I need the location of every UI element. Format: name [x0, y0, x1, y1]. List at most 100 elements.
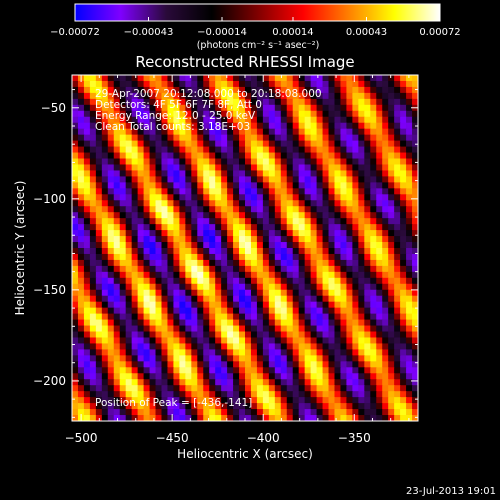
heatmap-cell [197, 80, 204, 88]
heatmap-cell [268, 80, 276, 88]
heatmap-cell [215, 230, 222, 237]
heatmap-cell [364, 164, 371, 172]
heatmap-cell [77, 361, 85, 368]
heatmap-cell [137, 170, 145, 178]
heatmap-cell [203, 295, 210, 303]
heatmap-cell [143, 200, 151, 207]
heatmap-cell [412, 271, 418, 279]
heatmap-cell [95, 242, 103, 249]
heatmap-cell [280, 152, 288, 160]
heatmap-cell [370, 397, 377, 404]
heatmap-cell [286, 265, 294, 273]
heatmap-cell [376, 307, 383, 315]
heatmap-cell [89, 325, 97, 333]
heatmap-cell [262, 218, 270, 225]
heatmap-cell [268, 319, 276, 327]
heatmap-cell [131, 98, 139, 106]
heatmap-cell [77, 80, 85, 88]
heatmap-cell [322, 409, 330, 416]
heatmap-cell [215, 265, 222, 273]
heatmap-cell [262, 349, 270, 356]
heatmap-cell [185, 277, 192, 285]
heatmap-cell [113, 289, 121, 297]
heatmap-cell [143, 319, 151, 327]
heatmap-cell [352, 248, 359, 255]
heatmap-cell [370, 152, 377, 160]
heatmap-cell [334, 212, 342, 219]
heatmap-cell [286, 182, 294, 189]
heatmap-cell [143, 355, 151, 362]
heatmap-cell [89, 259, 97, 267]
heatmap-cell [113, 206, 121, 213]
heatmap-cell [191, 170, 198, 178]
heatmap-cell [125, 313, 133, 321]
heatmap-cell [245, 128, 252, 136]
heatmap-cell [334, 397, 342, 404]
heatmap-cell [227, 253, 234, 261]
heatmap-cell [131, 253, 139, 261]
heatmap-cell [179, 379, 186, 386]
heatmap-cell [72, 176, 79, 183]
heatmap-cell [101, 206, 109, 213]
heatmap-cell [292, 325, 300, 333]
heatmap-cell [245, 325, 252, 333]
heatmap-cell [412, 80, 418, 88]
heatmap-cell [256, 361, 264, 368]
heatmap-cell [280, 218, 288, 225]
heatmap-cell [412, 331, 418, 339]
heatmap-cell [227, 128, 234, 136]
heatmap-cell [280, 134, 288, 142]
heatmap-cell [143, 277, 151, 285]
heatmap-cell [155, 86, 163, 94]
heatmap-cell [83, 277, 91, 285]
heatmap-cell [286, 104, 294, 112]
heatmap-cell [191, 397, 198, 404]
heatmap-cell [245, 182, 252, 189]
heatmap-cell [262, 242, 270, 249]
heatmap-cell [388, 397, 395, 404]
heatmap-cell [262, 152, 270, 160]
heatmap-cell [119, 253, 127, 261]
heatmap-cell [304, 313, 312, 321]
heatmap-cell [119, 188, 127, 195]
heatmap-cell [149, 75, 157, 82]
heatmap-cell [352, 355, 359, 362]
heatmap-cell [262, 248, 270, 255]
heatmap-cell [256, 355, 264, 362]
heatmap-cell [310, 343, 318, 351]
heatmap-cell [215, 224, 222, 231]
heatmap-cell [334, 283, 342, 291]
heatmap-cell [125, 164, 133, 172]
heatmap-cell [221, 373, 228, 380]
heatmap-cell [143, 331, 151, 339]
heatmap-cell [173, 194, 180, 201]
heatmap-cell [280, 146, 288, 154]
heatmap-cell [72, 379, 79, 386]
heatmap-cell [340, 236, 348, 243]
heatmap-cell [298, 146, 306, 154]
heatmap-cell [155, 110, 163, 118]
heatmap-cell [304, 349, 312, 356]
heatmap-cell [203, 236, 210, 243]
heatmap-cell [280, 271, 288, 279]
heatmap-cell [346, 277, 353, 285]
heatmap-cell [227, 122, 234, 130]
heatmap-cell [191, 230, 198, 237]
heatmap-cell [83, 152, 91, 160]
heatmap-cell [328, 128, 336, 136]
heatmap-cell [256, 92, 264, 100]
heatmap-cell [340, 361, 348, 368]
heatmap-cell [322, 176, 330, 183]
heatmap-cell [239, 110, 246, 118]
heatmap-cell [304, 206, 312, 213]
heatmap-cell [322, 206, 330, 213]
heatmap-cell [119, 92, 127, 100]
heatmap-cell [239, 122, 246, 130]
heatmap-cell [322, 325, 330, 333]
heatmap-cell [215, 176, 222, 183]
heatmap-cell [155, 307, 163, 315]
heatmap-cell [72, 331, 79, 339]
heatmap-cell [137, 271, 145, 279]
heatmap-cell [250, 200, 258, 207]
heatmap-cell [209, 104, 216, 112]
